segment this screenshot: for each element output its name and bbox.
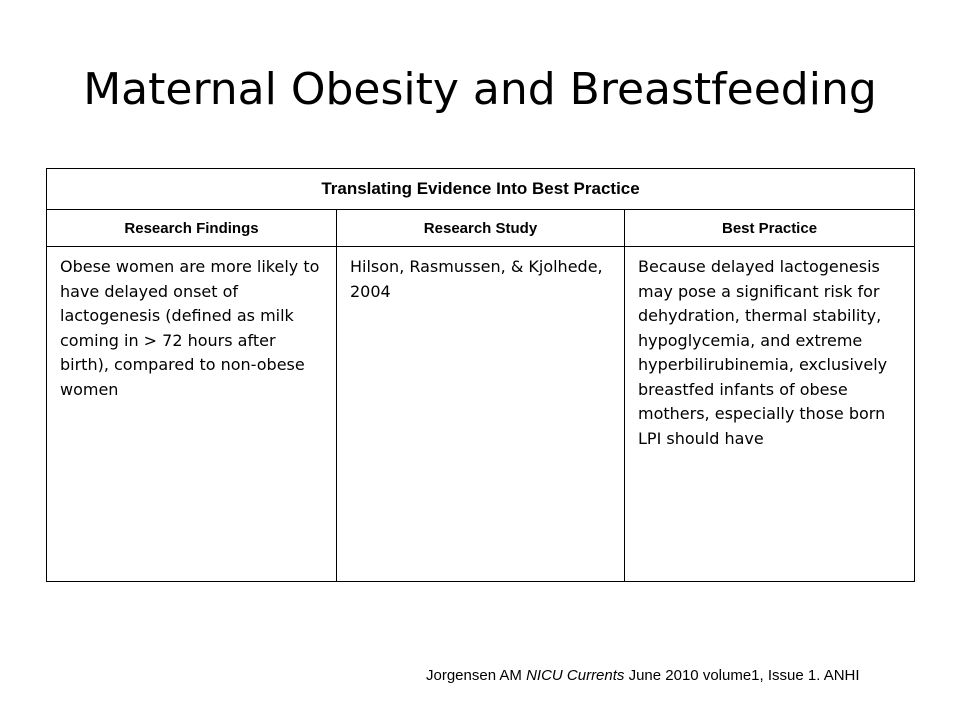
table-header-row: Research Findings Research Study Best Pr… <box>46 209 916 247</box>
citation: Jorgensen AM NICU Currents June 2010 vol… <box>426 667 860 684</box>
column-header-research-study: Research Study <box>336 209 625 247</box>
research-findings-cell: Obese women are more likely to have dela… <box>46 246 337 582</box>
citation-suffix: June 2010 volume1, Issue 1. ANHI <box>624 667 860 684</box>
table-caption: Translating Evidence Into Best Practice <box>45 168 916 210</box>
evidence-table: Translating Evidence Into Best Practice … <box>45 168 916 582</box>
column-header-research-findings: Research Findings <box>46 209 337 247</box>
table-caption-row: Translating Evidence Into Best Practice <box>45 168 916 210</box>
citation-prefix: Jorgensen AM <box>426 667 527 684</box>
best-practice-cell: Because delayed lactogenesis may pose a … <box>623 246 916 582</box>
table-row: Obese women are more likely to have dela… <box>46 246 916 582</box>
slide-title: Maternal Obesity and Breastfeeding <box>83 64 877 115</box>
column-header-best-practice: Best Practice <box>623 209 916 247</box>
research-study-cell: Hilson, Rasmussen, & Kjolhede, 2004 <box>336 246 625 582</box>
citation-journal: NICU Currents <box>526 667 625 684</box>
